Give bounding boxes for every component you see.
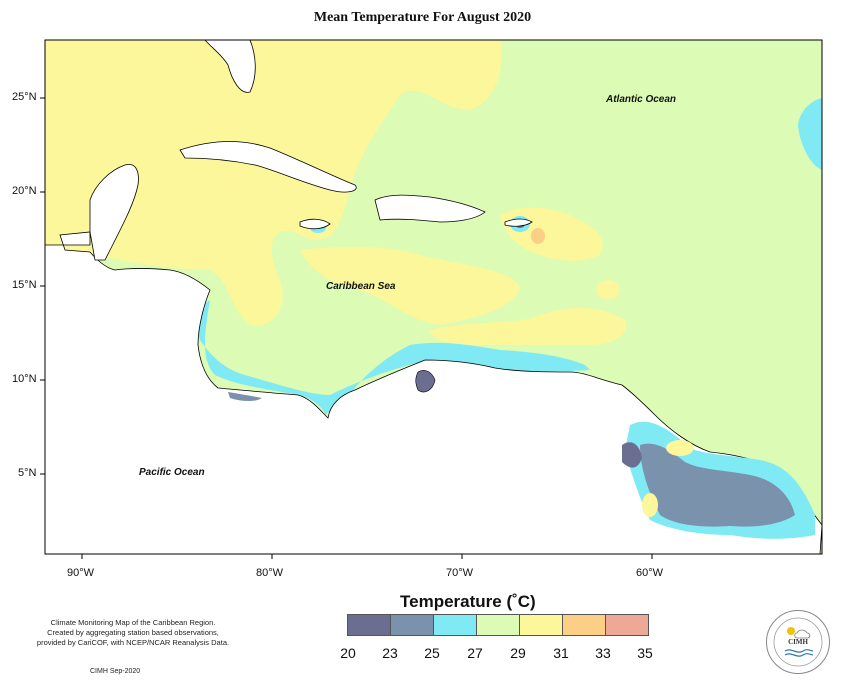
land-florida [204,40,256,93]
atlantic-ocean-label: Atlantic Ocean [606,94,677,105]
legend-title: Temperature (˚C) [400,592,536,611]
land-hispaniola [374,194,486,223]
warm-zone-east-carib [430,308,627,345]
cimh-logo-graphic [773,617,823,667]
credits-line-3: provided by CariCOF, with NCEP/NCAR Rean… [36,638,230,647]
legend-colorbar [347,614,649,636]
legend-swatch-25-27 [434,615,477,635]
lon-ticks [81,554,653,559]
lon-label-70: 70°W [446,567,474,579]
land-puerto-rico [504,218,533,227]
cimh-logo: CIMH [766,610,830,674]
lat-label-20: 20°N [12,185,37,197]
lat-ticks [40,97,45,475]
lat-label-25: 25°N [12,91,37,103]
legend-swatch-23-25 [391,615,434,635]
legend-tick-25: 25 [424,645,440,661]
credits-date: CIMH Sep-2020 [90,668,141,675]
lat-label-10: 10°N [12,373,37,385]
warm-zone-guianas [666,440,694,456]
credits-line-1: Climate Monitoring Map of the Caribbean … [50,618,216,627]
legend-swatch-33-35 [606,615,648,635]
cooler-zone-pacific [228,392,262,401]
land-jamaica [299,218,331,230]
legend-tick-27: 27 [467,645,483,661]
lon-label-80: 80°W [256,567,284,579]
cooler-zone-guianas [640,443,795,527]
warm-zone-guianas-2 [642,493,658,517]
lat-label-15: 15°N [12,279,37,291]
legend-tick-33: 33 [595,645,611,661]
cool-zone-coast [198,300,590,415]
caribbean-sea-label: Caribbean Sea [326,281,396,292]
legend-swatch-29-31 [520,615,563,635]
legend-tick-35: 35 [637,645,653,661]
lon-label-60: 60°W [636,567,664,579]
legend-tick-29: 29 [510,645,526,661]
land-cuba [179,141,357,193]
cimh-logo-text: CIMH [788,638,808,646]
legend-swatch-20-23 [348,615,391,635]
map-credits: Climate Monitoring Map of the Caribbean … [18,618,248,648]
pacific-ocean-label: Pacific Ocean [139,467,205,478]
coolest-zone-guianas [622,442,642,468]
lake-maracaibo [415,370,436,393]
legend-tick-23: 23 [382,645,398,661]
legend-swatch-31-33 [563,615,606,635]
hot-spot-pr [531,228,545,244]
map-title: Mean Temperature For August 2020 [313,10,532,25]
warm-zone-barbados [596,280,620,300]
warm-zone-north [45,40,502,326]
cool-zone-east-edge [798,98,822,170]
land-yucatan [89,163,139,261]
map-frame [44,39,823,555]
lon-label-90: 90°W [67,567,95,579]
legend-tick-31: 31 [553,645,569,661]
lat-label-5: 5°N [18,467,37,479]
legend-tick-20: 20 [340,645,356,661]
legend-swatch-27-29 [477,615,520,635]
credits-line-2: Created by aggregating station based obs… [47,628,219,637]
warm-zone-south-carib [300,246,520,325]
